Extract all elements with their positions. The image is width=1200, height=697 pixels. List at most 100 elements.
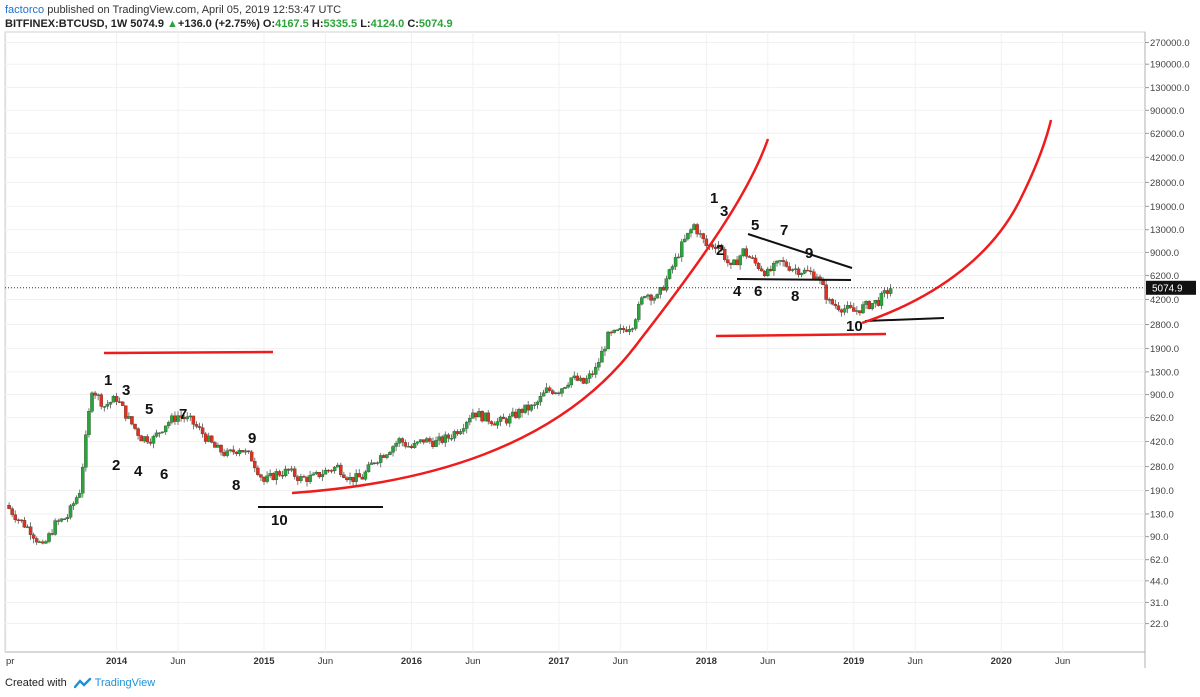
- wave-label-r6: 6: [754, 283, 762, 300]
- price-scale[interactable]: 270000.0 190000.0 130000.0 90000.0 62000.0 42…: [1145, 38, 1190, 630]
- candle-body: [68, 505, 73, 518]
- candle-body: [738, 255, 742, 266]
- candle-body: [544, 387, 549, 393]
- candle-body: [842, 308, 847, 313]
- wave-label-6: 6: [160, 466, 168, 483]
- candle-body: [852, 307, 856, 312]
- candle-body: [581, 377, 586, 384]
- candle-body: [618, 328, 623, 331]
- candle-body: [62, 518, 67, 520]
- candle-body: [363, 471, 368, 480]
- wave-label-r7: 7: [780, 222, 788, 239]
- candle-body: [670, 266, 675, 270]
- price-tick-label: 13000.0: [1150, 225, 1184, 236]
- candle-body: [845, 305, 850, 309]
- candle-body: [378, 455, 383, 463]
- candle-body: [695, 224, 699, 235]
- tradingview-brand-link[interactable]: TradingView: [94, 677, 156, 689]
- parabolic-curve-right: [861, 119, 1053, 325]
- candle-body: [584, 378, 589, 384]
- candle-body: [53, 520, 57, 535]
- candle-body: [283, 468, 288, 477]
- created-with-label: Created with: [5, 677, 67, 689]
- candle-body: [28, 526, 33, 535]
- candle-body: [240, 450, 245, 453]
- candle-body: [289, 468, 294, 471]
- candle-body: [124, 405, 128, 419]
- candle-body: [265, 475, 269, 482]
- candle-body: [74, 497, 79, 504]
- candle-body: [446, 434, 451, 439]
- candle-body: [120, 401, 125, 406]
- price-tick-label: 1300.0: [1150, 367, 1179, 378]
- candle-body: [403, 442, 408, 447]
- candle-body: [87, 411, 91, 435]
- candle-body: [130, 416, 134, 425]
- publish-line: factorco published on TradingView.com, A…: [5, 3, 341, 17]
- candle-body: [633, 319, 638, 329]
- candle-body: [323, 469, 328, 475]
- time-tick-label: Jun: [170, 656, 185, 667]
- author-link[interactable]: factorco: [5, 4, 45, 16]
- candle-body: [65, 517, 70, 520]
- candle-body: [775, 260, 779, 264]
- candle-body: [888, 288, 893, 294]
- candle-body: [151, 436, 156, 444]
- candle-body: [160, 431, 165, 433]
- candle-body: [744, 248, 749, 257]
- candle-body: [723, 248, 727, 260]
- candle-body: [732, 259, 736, 265]
- price-tick-label: 130000.0: [1150, 83, 1190, 94]
- candle-body: [320, 474, 325, 478]
- time-tick-label: 2018: [696, 656, 717, 667]
- candle-body: [790, 269, 795, 271]
- candle-body: [701, 233, 706, 240]
- vertical-grid: [5, 32, 1064, 652]
- candle-body: [686, 232, 690, 240]
- candle-body: [836, 305, 841, 310]
- candle-body: [357, 473, 361, 478]
- candle-body: [296, 476, 300, 481]
- candle-body: [569, 377, 573, 386]
- horizontal-grid: [5, 42, 1145, 625]
- candle-body: [440, 436, 444, 443]
- candle-body: [157, 432, 162, 434]
- candle-body: [111, 396, 116, 403]
- candle-body: [600, 350, 604, 363]
- candle-body: [759, 268, 764, 272]
- candle-body: [13, 514, 17, 520]
- candle-body: [603, 348, 607, 352]
- candle-body: [637, 303, 641, 320]
- candle-body: [234, 451, 239, 454]
- candle-body: [805, 269, 810, 272]
- candle-body: [455, 431, 460, 435]
- candle-body: [99, 394, 103, 407]
- candle-body: [372, 462, 377, 464]
- candle-body: [253, 461, 257, 469]
- candle-body: [188, 415, 193, 418]
- low-value: 4124.0: [370, 18, 405, 30]
- candle-body: [421, 439, 426, 443]
- candle-body: [855, 310, 859, 312]
- candle-body: [228, 449, 232, 451]
- time-scale[interactable]: pr 2014 Jun 2015 Jun 2016 Jun 2017 Jun 2018 Jun 201…: [6, 656, 1070, 667]
- candle-body: [105, 404, 110, 407]
- time-tick-label: Jun: [1055, 656, 1070, 667]
- symbol-label: BITFINEX:BTCUSD, 1W: [5, 18, 128, 30]
- candle-body: [566, 384, 570, 388]
- candle-body: [495, 421, 500, 426]
- candle-body: [649, 294, 653, 301]
- candle-body: [458, 431, 463, 435]
- price-tick-label: 62000.0: [1150, 129, 1184, 140]
- candle-body: [449, 438, 454, 440]
- candle-body: [471, 412, 475, 419]
- high-label: H:: [311, 18, 324, 30]
- last-price: 5074.9: [130, 18, 164, 30]
- candle-body: [766, 268, 770, 277]
- open-label: O:: [262, 18, 276, 30]
- candle-body: [274, 471, 279, 480]
- candle-body: [827, 299, 831, 301]
- wave-label-r5: 5: [751, 217, 759, 234]
- candle-body: [483, 412, 487, 422]
